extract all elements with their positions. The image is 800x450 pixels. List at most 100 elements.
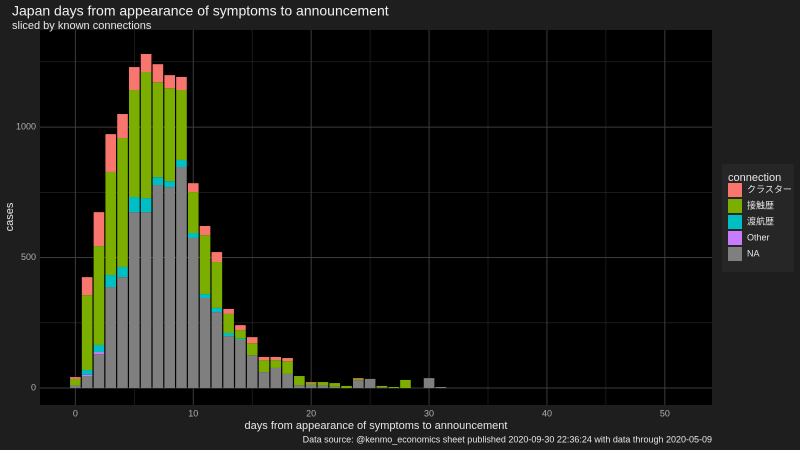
bar-segment [152,64,164,83]
bar-segment [400,379,411,389]
bar-segment [329,383,341,387]
bar-segment [70,377,81,379]
bar-segment [199,225,211,236]
legend-label: 接触歴 [747,199,774,210]
bar-segment [164,181,175,188]
bar-segment [223,336,234,389]
bar-segment [294,376,305,386]
legend-swatch [728,183,742,197]
bar-segment [81,295,93,371]
bar-segment [105,171,117,276]
bar-segment [164,88,175,182]
bar-segment [282,358,293,362]
bar-segment [223,313,234,333]
bar-segment [152,185,164,389]
bar-segment [211,252,223,262]
x-tick-label: 30 [424,408,434,418]
bar-segment [353,378,364,381]
bar-segment [270,356,282,361]
x-tick-label: 20 [306,408,316,418]
bar-segment [223,308,234,314]
bar-segment [305,382,317,385]
x-tick-label: 0 [73,408,78,418]
bar-segment [93,246,105,345]
bar-segment [81,370,93,375]
bar-segment [93,352,105,355]
bar-segment [246,337,258,344]
bar-segment [152,177,164,186]
bar-segment [258,372,270,389]
bar-segment [105,275,117,288]
bar-segment [353,378,364,379]
bar-segment [341,385,352,389]
bar-segment [235,325,246,331]
bar-segment [199,298,211,389]
bar-segment [305,382,317,383]
bar-segment [317,382,329,386]
bar-segment [152,82,164,178]
bar-segment [117,266,128,278]
x-axis-label: days from appearance of symptoms to anno… [245,420,508,432]
legend-title: connection [728,172,781,184]
bar-segment [423,378,435,389]
bar-segment [282,361,293,374]
bar-segment [353,380,364,389]
bar-segment [93,212,105,247]
bar-segment [270,360,282,368]
bar-segment [211,261,223,308]
bar-segment [129,212,140,389]
bar-segment [140,212,152,389]
bar-segment [81,374,93,377]
bar-segment [81,376,93,389]
bar-segment [93,354,105,389]
bar-segment [317,385,329,389]
bar-segment [235,340,246,389]
y-tick-label: 1000 [16,121,36,131]
bar-segment [376,387,388,389]
bar-segment [235,330,246,339]
bar-segment [140,54,152,73]
bar-segment [388,386,399,389]
bar-segment [117,114,128,139]
bar-segment [211,312,223,389]
bar-segment [117,277,128,389]
y-tick-label: 500 [21,252,36,262]
bar-segment [246,343,258,356]
legend-label: 渡航歴 [747,215,774,226]
bar-segment [187,237,199,389]
bar-segment [129,90,140,198]
chart-title: Japan days from appearance of symptoms t… [12,3,389,19]
bar-segment [117,138,128,267]
x-tick-label: 50 [660,408,670,418]
bar-segment [140,198,152,213]
plot-panel [40,30,712,405]
y-axis-label: cases [4,202,16,231]
bar-segment [93,344,105,353]
legend-swatch [728,215,742,229]
bar-segment [282,373,293,389]
caption: Data source: @kenmo_economics sheet publ… [303,434,712,444]
bar-segment [81,277,93,296]
legend-label: クラスター [747,184,792,194]
bar-segment [258,360,270,373]
bar-segment [199,294,211,299]
bar-segment [329,386,341,389]
x-tick-label: 40 [542,408,552,418]
bar-segment [70,378,81,386]
bar-segment [376,385,388,388]
y-tick-label: 0 [31,382,36,392]
bar-segment [258,356,270,361]
bar-segment [129,67,140,91]
bar-segment [305,384,317,389]
bar-segment [176,159,187,168]
bar-segment [435,386,447,389]
bar-segment [187,192,199,234]
legend-label: NA [747,248,760,258]
bar-segment [223,332,234,337]
legend-swatch [728,247,742,261]
bar-segment [270,367,282,389]
bar-segment [164,75,175,89]
chart-subtitle: sliced by known connections [12,20,152,32]
legend-label: Other [747,232,770,242]
